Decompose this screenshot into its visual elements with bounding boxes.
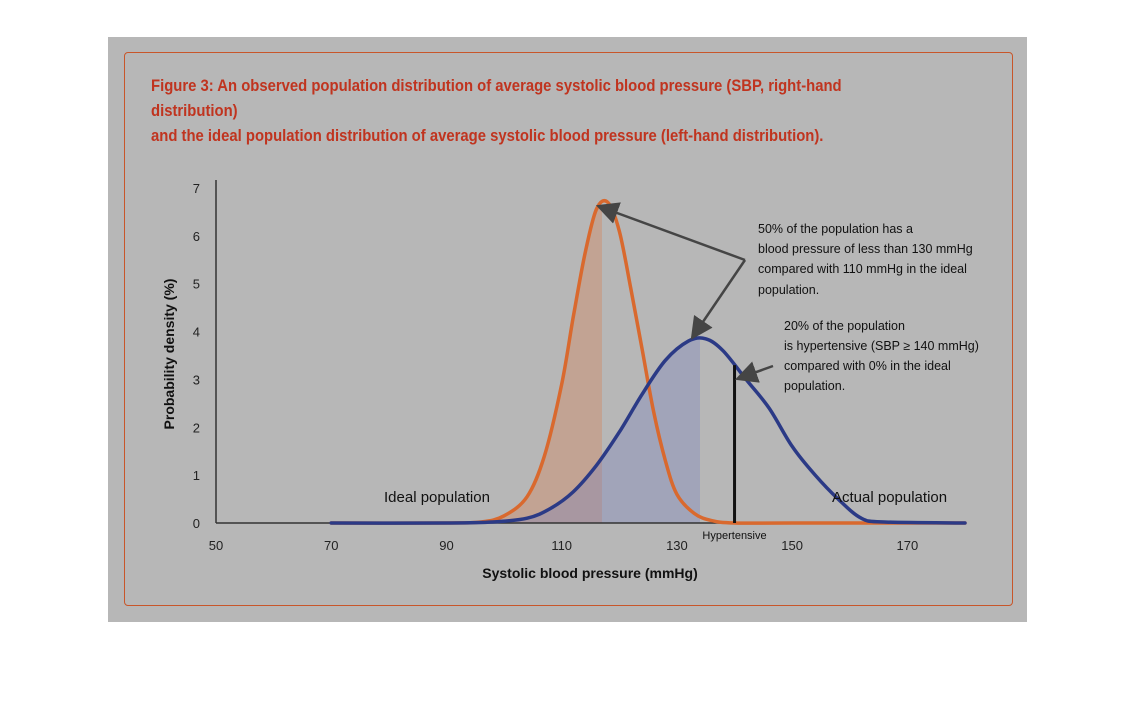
hypertensive-label: Hypertensive	[702, 530, 766, 542]
x-tick-label: 110	[551, 538, 572, 553]
y-tick-label: 3	[193, 372, 200, 387]
annotation-median-line-1: 50% of the population has a	[758, 222, 913, 236]
annotation-median: 50% of the population has a blood pressu…	[758, 222, 973, 297]
shaded-area-ideal	[331, 204, 602, 524]
x-axis-title: Systolic blood pressure (mmHg)	[482, 565, 697, 581]
annotation-hypertensive-line-2: is hypertensive (SBP ≥ 140 mmHg)	[784, 339, 979, 353]
x-tick-label: 170	[897, 538, 919, 553]
annotation-median-line-2: blood pressure of less than 130 mmHg	[758, 242, 973, 256]
x-tick-labels: 50 70 90 110 130 150 170	[209, 538, 918, 553]
y-tick-label: 5	[193, 277, 200, 292]
annotation-hypertensive: 20% of the population is hypertensive (S…	[784, 319, 979, 393]
x-tick-label: 130	[666, 538, 688, 553]
annotation-arrows	[595, 202, 774, 383]
caption-line-2: and the ideal population distribution of…	[151, 127, 824, 145]
caption-line-1: Figure 3: An observed population distrib…	[151, 77, 842, 120]
y-tick-label: 7	[193, 181, 200, 196]
y-tick-label: 6	[193, 229, 200, 244]
figure-caption: Figure 3: An observed population distrib…	[151, 74, 889, 149]
series-line-actual	[329, 336, 967, 525]
y-axis-title: Probability density (%)	[161, 279, 177, 430]
y-tick-labels: 0 1 2 3 4 5 6 7	[193, 181, 200, 531]
legend-ideal-population: Ideal population	[384, 489, 490, 506]
x-tick-label: 50	[209, 538, 223, 553]
annotation-hypertensive-line-4: population.	[784, 379, 845, 393]
y-tick-label: 2	[193, 420, 200, 435]
x-tick-label: 90	[439, 538, 453, 553]
x-tick-label: 70	[324, 538, 338, 553]
annotation-median-line-3: compared with 110 mmHg in the ideal	[758, 262, 967, 276]
legend-actual-population: Actual population	[832, 489, 947, 506]
y-tick-label: 4	[193, 325, 200, 340]
shaded-area-actual	[331, 339, 700, 524]
y-tick-label: 1	[193, 468, 200, 483]
annotation-median-line-4: population.	[758, 283, 819, 297]
arrow-to-hypertensive-line	[734, 361, 774, 383]
arrow-to-actual-peak	[690, 259, 747, 340]
x-tick-label: 150	[781, 538, 803, 553]
annotation-hypertensive-line-3: compared with 0% in the ideal	[784, 359, 951, 373]
y-tick-label: 0	[193, 516, 200, 531]
figure-frame	[124, 52, 1013, 606]
arrow-to-ideal-peak	[595, 202, 746, 262]
annotation-hypertensive-line-1: 20% of the population	[784, 319, 905, 333]
marker-layer: Hypertensive	[702, 365, 767, 542]
